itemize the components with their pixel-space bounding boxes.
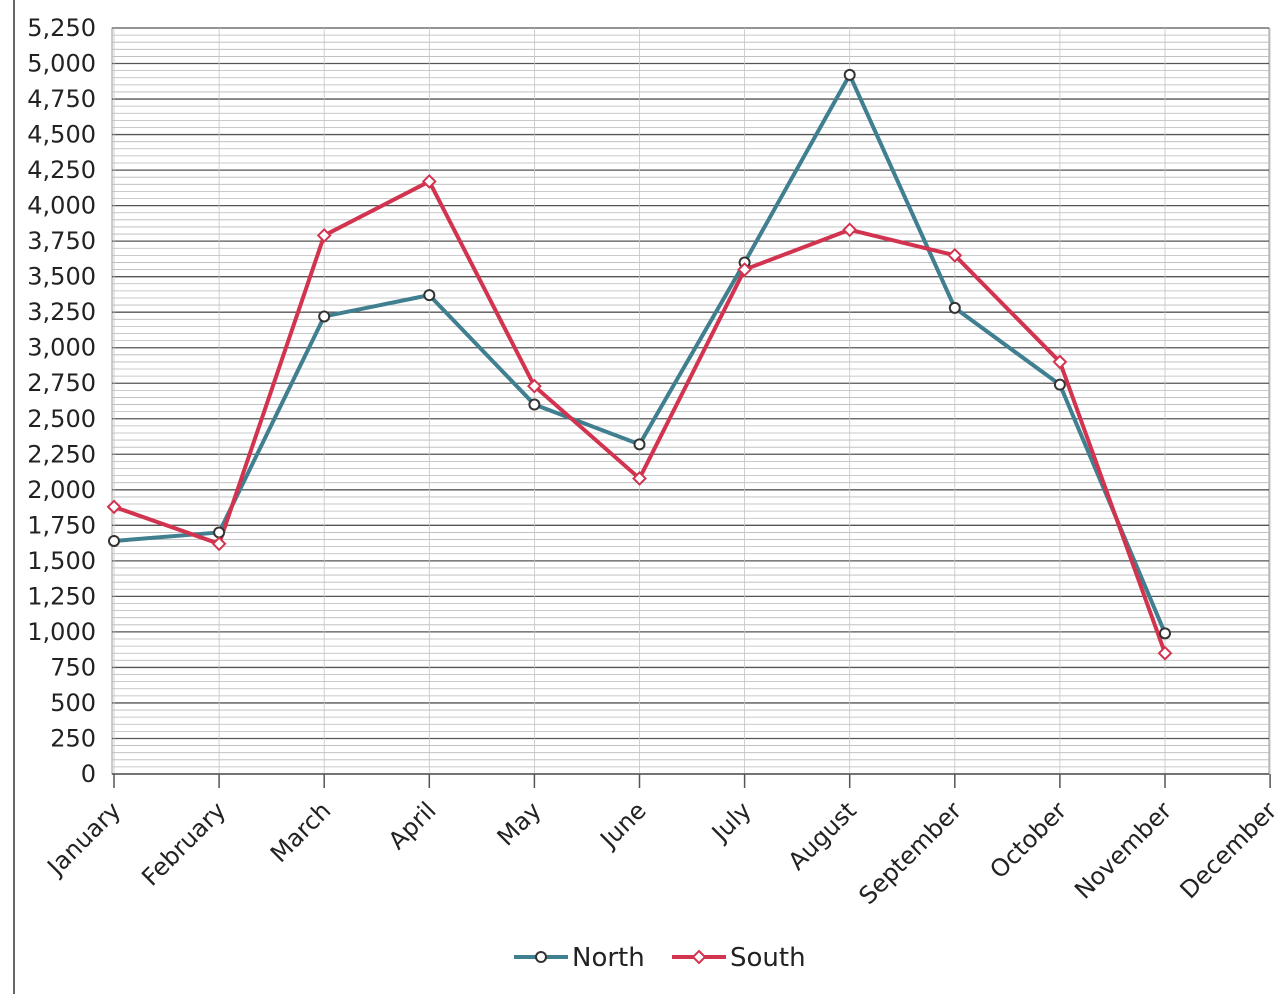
y-tick-label: 1,000 bbox=[27, 618, 96, 646]
data-point-south bbox=[842, 222, 858, 238]
y-tick-label: 0 bbox=[81, 760, 96, 788]
data-point-north bbox=[423, 289, 436, 302]
y-tick-label: 3,250 bbox=[27, 298, 96, 326]
data-point-north bbox=[213, 526, 226, 539]
x-axis: January February March April May June July Augu… bbox=[41, 773, 1281, 910]
legend-marker-south bbox=[691, 949, 707, 965]
x-tick-label: January bbox=[41, 796, 127, 882]
data-point-south bbox=[1052, 354, 1068, 370]
data-point-north bbox=[528, 398, 541, 411]
x-tick-label: November bbox=[1069, 796, 1177, 904]
y-tick-label: 3,500 bbox=[27, 263, 96, 291]
x-tick-label: March bbox=[265, 796, 337, 868]
legend: North South bbox=[514, 943, 806, 973]
legend-label-south: South bbox=[730, 943, 806, 973]
data-point-north bbox=[633, 438, 646, 451]
x-tick-label: February bbox=[136, 796, 231, 891]
plot-area bbox=[111, 27, 1270, 775]
x-tick-label: July bbox=[705, 796, 757, 848]
data-point-south bbox=[211, 536, 227, 552]
data-point-north bbox=[843, 68, 856, 81]
data-point-north bbox=[948, 301, 961, 314]
y-tick-label: 4,000 bbox=[27, 192, 96, 220]
data-point-south bbox=[316, 228, 332, 243]
y-tick-label: 2,250 bbox=[27, 440, 96, 468]
x-tick-label: April bbox=[383, 796, 442, 855]
data-point-north bbox=[318, 310, 331, 323]
data-point-south bbox=[947, 247, 963, 263]
data-point-south bbox=[421, 174, 437, 189]
data-point-south bbox=[632, 471, 647, 486]
y-tick-label: 3,000 bbox=[27, 334, 96, 362]
x-tick-label: October bbox=[984, 796, 1072, 884]
legend-label-north: North bbox=[572, 943, 645, 973]
legend-marker-north bbox=[535, 951, 547, 963]
data-point-south bbox=[106, 499, 122, 515]
data-point-north bbox=[108, 534, 120, 547]
y-tick-label: 250 bbox=[50, 724, 96, 752]
data-point-north bbox=[1159, 627, 1171, 640]
y-tick-label: 3,750 bbox=[27, 227, 96, 255]
x-tick-label: September bbox=[853, 796, 967, 910]
y-axis: 0 250 500 750 1,000 1,250 1,500 1,750 2,000 2,250… bbox=[27, 14, 96, 788]
y-tick-label: 2,000 bbox=[27, 476, 96, 504]
y-tick-label: 4,750 bbox=[27, 85, 96, 113]
data-point-south bbox=[526, 378, 542, 394]
y-tick-label: 2,500 bbox=[27, 405, 96, 433]
data-point-south bbox=[1157, 645, 1173, 661]
data-point-south bbox=[737, 262, 753, 277]
y-tick-label: 4,250 bbox=[27, 156, 96, 184]
x-tick-label: August bbox=[783, 796, 862, 875]
series-group bbox=[106, 68, 1173, 661]
y-tick-label: 1,750 bbox=[27, 511, 96, 539]
y-tick-label: 1,500 bbox=[27, 547, 96, 575]
x-tick-label: June bbox=[594, 796, 652, 854]
data-point-north bbox=[1053, 378, 1066, 391]
y-tick-label: 500 bbox=[50, 689, 96, 717]
y-tick-label: 5,250 bbox=[27, 14, 96, 42]
x-tick-label: December bbox=[1175, 796, 1281, 904]
y-tick-label: 1,250 bbox=[27, 582, 96, 610]
y-tick-label: 2,750 bbox=[27, 369, 96, 397]
x-tick-label: May bbox=[492, 796, 547, 851]
y-tick-label: 5,000 bbox=[27, 50, 96, 78]
y-tick-label: 750 bbox=[50, 653, 96, 681]
y-tick-label: 4,500 bbox=[27, 121, 96, 149]
